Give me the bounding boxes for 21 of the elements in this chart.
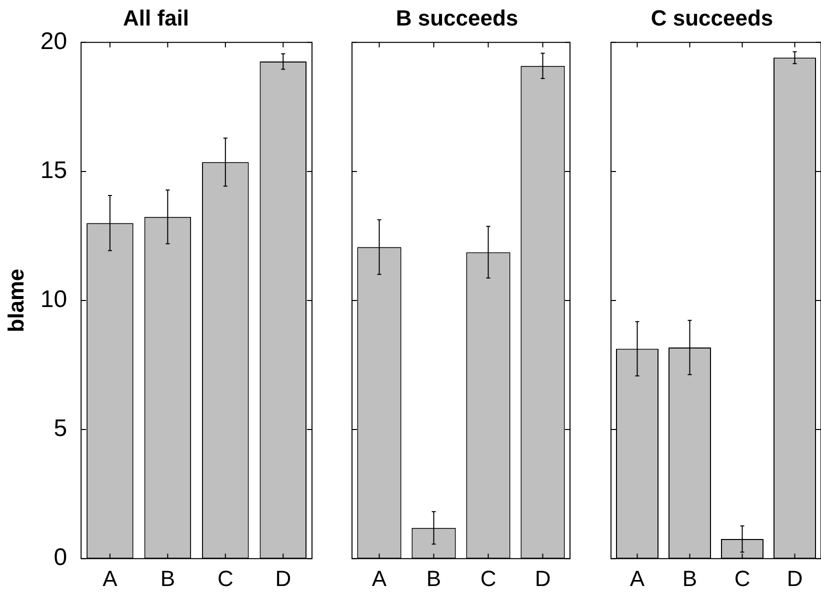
x-tick-label: A: [102, 566, 118, 591]
x-tick-label: B: [682, 566, 698, 591]
x-tick-label: D: [275, 566, 292, 591]
y-tick-label: 10: [40, 286, 68, 314]
x-tick-label: D: [534, 566, 551, 591]
y-tick-label: 0: [54, 544, 68, 572]
x-tick-label: B: [426, 566, 442, 591]
x-tick-label: A: [630, 566, 645, 591]
x-tick-label: D: [786, 566, 803, 591]
chart-title: All fail: [122, 5, 190, 30]
y-tick-label: 15: [40, 157, 68, 184]
y-tick-label: 20: [40, 28, 68, 56]
x-tick-label: C: [217, 566, 234, 591]
chart-title: B succeeds: [396, 5, 518, 30]
x-tick-label: C: [480, 566, 496, 591]
y-axis-title: blame: [3, 268, 28, 332]
x-tick-label: A: [372, 566, 387, 591]
chart-title: C succeeds: [650, 5, 774, 30]
y-tick-label: 5: [54, 415, 68, 442]
x-tick-label: B: [160, 566, 176, 591]
x-tick-label: C: [734, 566, 750, 591]
